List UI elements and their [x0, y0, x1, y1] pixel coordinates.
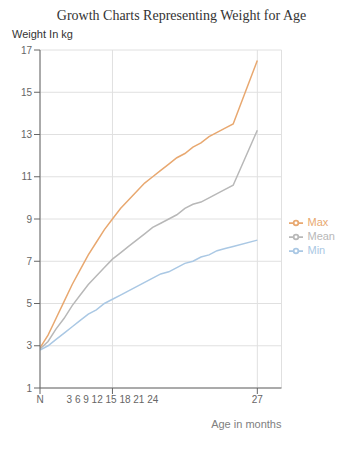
svg-text:13: 13 [21, 129, 33, 140]
html-text:Growth Charts Representing Wei: Growth Charts Representing Weight for Ag… [56, 8, 307, 23]
svg-text:9: 9 [26, 214, 32, 225]
svg-text:N: N [36, 394, 43, 405]
html-text:Weight In kg: Weight In kg [12, 28, 73, 40]
svg-text:Age in months: Age in months [211, 418, 282, 430]
svg-text:27: 27 [252, 394, 264, 405]
svg-text:7: 7 [26, 256, 32, 267]
html-text:Max: Max [307, 215, 329, 228]
svg-text:3 6 9 12 15 18 21 24: 3 6 9 12 15 18 21 24 [67, 394, 159, 405]
html-text:Min: Min [307, 244, 326, 256]
svg-text:15: 15 [21, 87, 33, 98]
svg-text:17: 17 [21, 45, 33, 56]
svg-text:1: 1 [26, 383, 32, 394]
svg-text:5: 5 [26, 298, 32, 309]
svg-text:3: 3 [26, 340, 32, 351]
svg-text:11: 11 [22, 171, 33, 182]
html-text:Mean: Mean [307, 230, 335, 242]
